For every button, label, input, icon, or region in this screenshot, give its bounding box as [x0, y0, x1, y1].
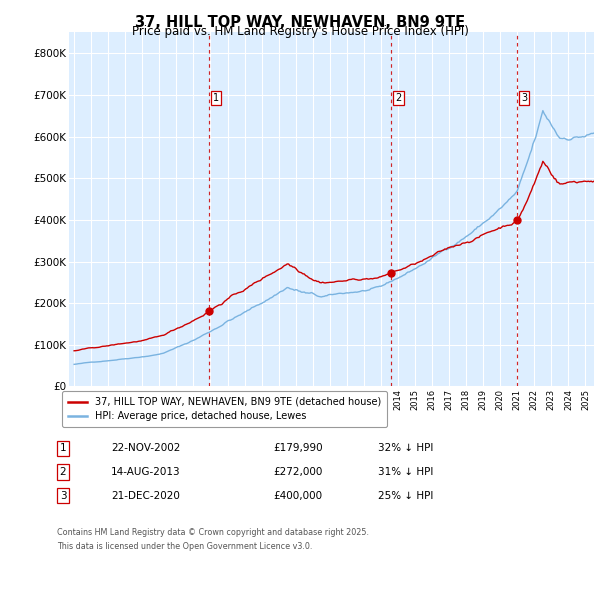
Text: 32% ↓ HPI: 32% ↓ HPI	[378, 444, 433, 453]
Text: 3: 3	[521, 93, 527, 103]
Text: This data is licensed under the Open Government Licence v3.0.: This data is licensed under the Open Gov…	[57, 542, 313, 550]
Text: 31% ↓ HPI: 31% ↓ HPI	[378, 467, 433, 477]
Text: £272,000: £272,000	[273, 467, 322, 477]
Text: 21-DEC-2020: 21-DEC-2020	[111, 491, 180, 500]
Text: Contains HM Land Registry data © Crown copyright and database right 2025.: Contains HM Land Registry data © Crown c…	[57, 528, 369, 537]
Text: 2: 2	[395, 93, 401, 103]
Legend: 37, HILL TOP WAY, NEWHAVEN, BN9 9TE (detached house), HPI: Average price, detach: 37, HILL TOP WAY, NEWHAVEN, BN9 9TE (det…	[62, 391, 387, 427]
Text: 22-NOV-2002: 22-NOV-2002	[111, 444, 181, 453]
Text: 1: 1	[59, 444, 67, 453]
Text: 37, HILL TOP WAY, NEWHAVEN, BN9 9TE: 37, HILL TOP WAY, NEWHAVEN, BN9 9TE	[135, 15, 465, 30]
Text: 3: 3	[59, 491, 67, 500]
Text: Price paid vs. HM Land Registry's House Price Index (HPI): Price paid vs. HM Land Registry's House …	[131, 25, 469, 38]
Text: 25% ↓ HPI: 25% ↓ HPI	[378, 491, 433, 500]
Text: 2: 2	[59, 467, 67, 477]
Text: 14-AUG-2013: 14-AUG-2013	[111, 467, 181, 477]
Text: £179,990: £179,990	[273, 444, 323, 453]
Text: £400,000: £400,000	[273, 491, 322, 500]
Text: 1: 1	[213, 93, 219, 103]
